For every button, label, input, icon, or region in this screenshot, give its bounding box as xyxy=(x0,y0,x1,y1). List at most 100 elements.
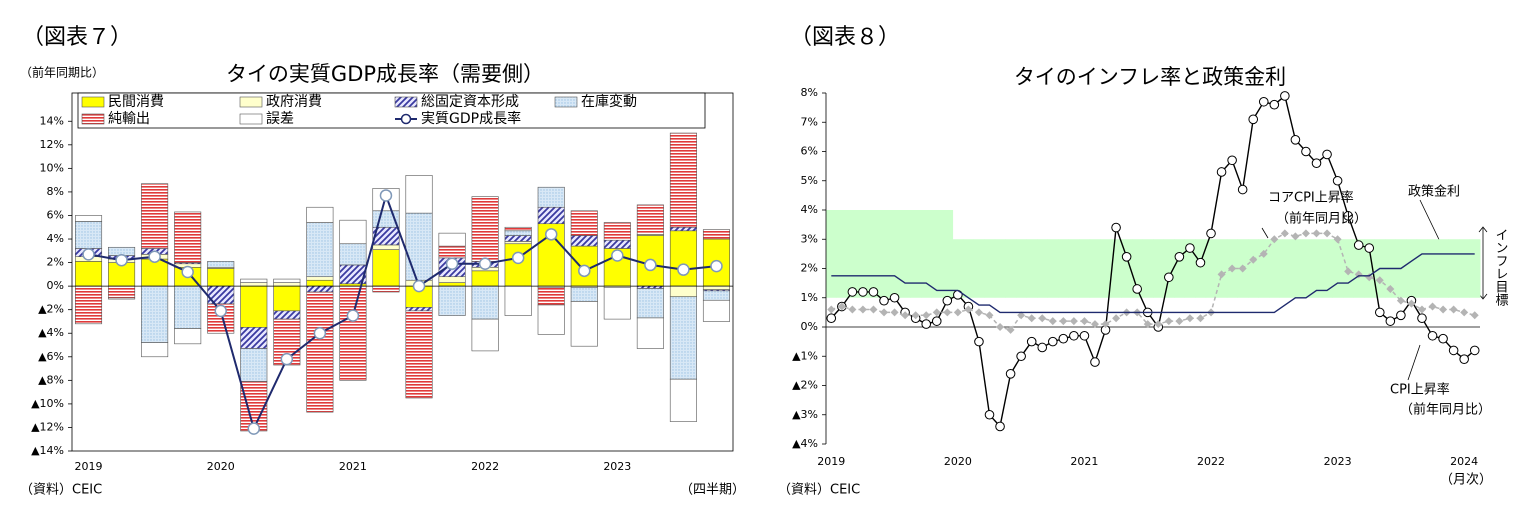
point xyxy=(1090,320,1099,329)
point xyxy=(984,409,995,420)
point xyxy=(953,308,962,317)
point xyxy=(964,305,973,314)
bar-segment xyxy=(108,297,136,300)
target-band xyxy=(826,210,838,298)
target-band xyxy=(984,239,996,298)
point xyxy=(611,249,624,262)
point xyxy=(1196,314,1205,323)
target-band xyxy=(1216,239,1228,298)
point xyxy=(1374,307,1385,318)
point xyxy=(1090,357,1100,367)
bar-segment xyxy=(141,285,169,343)
y-tick-label: ▲1% xyxy=(792,349,818,362)
target-band xyxy=(889,210,901,298)
bar-segment xyxy=(603,239,631,249)
bar-segment xyxy=(669,230,697,287)
y-tick-label: ▲4% xyxy=(38,326,64,339)
point xyxy=(1258,96,1269,107)
point xyxy=(710,259,723,273)
point xyxy=(1006,325,1015,334)
point xyxy=(644,258,657,272)
y-tick-label: 12% xyxy=(40,138,64,151)
point xyxy=(1016,351,1026,362)
target-band xyxy=(836,210,848,298)
point xyxy=(869,305,878,314)
point xyxy=(1417,305,1426,314)
bar-segment xyxy=(438,282,466,287)
legend-label: 民間消費 xyxy=(108,94,164,110)
point xyxy=(1375,276,1384,285)
bar-segment xyxy=(273,285,301,312)
y-tick-label: ▲4% xyxy=(792,437,818,450)
series-line xyxy=(831,253,1475,314)
target-band xyxy=(1068,239,1080,298)
legend-label: 純輸出 xyxy=(108,111,150,127)
target-band xyxy=(1142,239,1154,298)
bar-segment xyxy=(669,296,697,380)
point xyxy=(1026,336,1037,347)
bar-segment xyxy=(504,230,532,236)
point xyxy=(1227,155,1237,166)
target-band xyxy=(931,210,943,298)
bar-segment xyxy=(339,219,367,245)
legend-label: 政府消費 xyxy=(266,94,322,110)
y-tick-label: ▲12% xyxy=(31,420,64,433)
target-band xyxy=(1290,239,1302,298)
target-band xyxy=(1163,239,1175,298)
point xyxy=(1038,314,1047,323)
series-label: 政策金利 xyxy=(1408,184,1460,200)
bar-segment xyxy=(75,221,103,249)
bar-segment xyxy=(405,175,433,214)
bar-segment xyxy=(669,378,697,422)
target-band xyxy=(973,239,985,298)
target-band xyxy=(878,210,890,298)
y-tick-label: 8% xyxy=(47,185,64,198)
point xyxy=(1396,310,1406,321)
target-band xyxy=(952,239,964,298)
point xyxy=(922,311,931,320)
point xyxy=(1058,333,1069,344)
bar-segment xyxy=(636,317,664,349)
target-band xyxy=(1363,239,1376,298)
bar-segment xyxy=(240,327,268,349)
bar-segment xyxy=(306,222,334,278)
bar-segment xyxy=(273,282,301,287)
point xyxy=(1312,229,1321,238)
bar-segment xyxy=(702,299,730,322)
y-tick-label: 6% xyxy=(47,208,64,221)
bar-segment xyxy=(240,282,268,287)
bar-segment xyxy=(372,249,400,287)
point xyxy=(412,279,426,293)
point xyxy=(1121,251,1132,262)
target-band xyxy=(1174,239,1186,298)
point xyxy=(1017,311,1026,320)
y-axis-label: （前年同期比） xyxy=(20,65,104,80)
point xyxy=(1385,316,1396,326)
x-tick-label: 2021 xyxy=(339,460,367,473)
point xyxy=(379,189,393,202)
bar-segment xyxy=(75,285,103,325)
point xyxy=(1290,135,1301,145)
point xyxy=(1132,284,1142,294)
point xyxy=(1280,91,1290,101)
bar-segment xyxy=(702,285,730,290)
point xyxy=(996,323,1005,331)
bar-segment xyxy=(306,206,334,223)
target-band xyxy=(1110,239,1122,298)
target-band xyxy=(1321,239,1333,298)
point xyxy=(974,308,983,317)
y-tick-label: ▲2% xyxy=(792,379,818,392)
bar-segment xyxy=(636,204,664,235)
point xyxy=(82,248,95,261)
figure-label: （図表８） xyxy=(790,25,900,50)
leader-line xyxy=(1261,227,1269,239)
y-tick-label: 0% xyxy=(801,320,818,333)
point xyxy=(1174,251,1185,262)
bar-segment xyxy=(504,285,532,316)
target-band xyxy=(1300,239,1312,298)
bar-segment xyxy=(207,261,235,268)
legend-swatch xyxy=(239,113,263,125)
bar-segment xyxy=(273,310,301,320)
point xyxy=(578,264,591,278)
chart-title: タイの実質GDP成長率（需要側） xyxy=(226,62,544,86)
